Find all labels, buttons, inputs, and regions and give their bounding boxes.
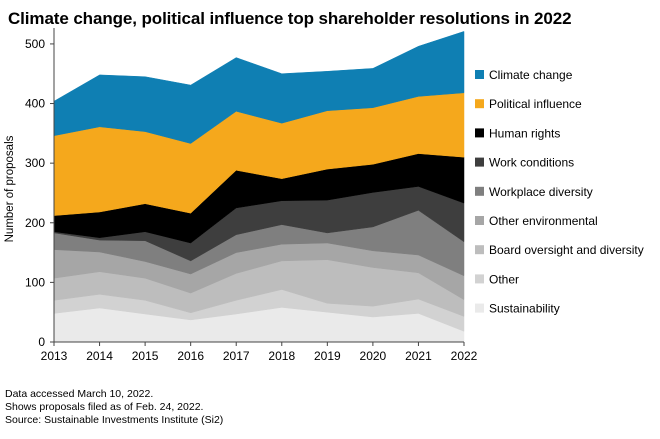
legend-label-other: Other xyxy=(489,272,519,286)
legend-label-political-influence: Political influence xyxy=(489,97,582,111)
legend-swatch-board-oversight-and-diversity xyxy=(475,245,484,255)
legend-swatch-human-rights xyxy=(475,128,484,138)
y-tick-label: 200 xyxy=(25,216,45,230)
footnote-source: Source: Sustainable Investments Institut… xyxy=(5,414,224,426)
legend-swatch-other-environmental xyxy=(475,216,484,225)
x-tick-label: 2017 xyxy=(223,349,250,363)
y-axis-ticks: 0 100 200 300 400 500 xyxy=(25,37,54,349)
x-tick-label: 2021 xyxy=(405,349,432,363)
series-areas xyxy=(53,31,465,343)
x-tick-label: 2018 xyxy=(268,349,295,363)
x-tick-label: 2013 xyxy=(41,349,68,363)
legend-swatch-work-conditions xyxy=(475,157,484,167)
legend-swatch-other xyxy=(475,274,484,284)
legend-swatch-sustainability xyxy=(475,303,484,313)
y-tick-label: 400 xyxy=(25,97,45,111)
legend-label-board-oversight-and-diversity: Board oversight and diversity xyxy=(489,243,644,257)
area-climate-change xyxy=(53,31,465,144)
x-axis-ticks: 2013 2014 2015 2016 2017 2018 2019 2020 2021 2022 xyxy=(41,342,478,363)
chart-title: Climate change, political influence top … xyxy=(8,9,572,28)
legend-swatch-political-influence xyxy=(475,99,484,109)
x-tick-label: 2020 xyxy=(360,349,387,363)
footnotes: Data accessed March 10, 2022. Shows prop… xyxy=(5,388,223,427)
legend-swatch-climate-change xyxy=(475,70,484,79)
footnote-accessed: Data accessed March 10, 2022. xyxy=(5,388,154,400)
y-axis-label: Number of proposals xyxy=(4,135,16,242)
x-tick-label: 2014 xyxy=(86,349,113,363)
footnote-filed: Shows proposals filed as of Feb. 24, 202… xyxy=(5,401,204,413)
x-tick-label: 2016 xyxy=(177,349,204,363)
x-tick-label: 2015 xyxy=(132,349,159,363)
y-tick-label: 300 xyxy=(25,156,45,170)
legend-label-sustainability: Sustainability xyxy=(489,302,560,316)
legend-label-other-environmental: Other environmental xyxy=(489,214,598,228)
legend-label-workplace-diversity: Workplace diversity xyxy=(489,185,593,199)
y-tick-label: 0 xyxy=(38,335,45,349)
legend-label-climate-change: Climate change xyxy=(489,68,573,82)
x-tick-label: 2022 xyxy=(451,349,478,363)
y-tick-label: 500 xyxy=(25,37,45,51)
x-tick-label: 2019 xyxy=(314,349,341,363)
y-tick-label: 100 xyxy=(25,275,45,289)
legend-swatch-workplace-diversity xyxy=(475,186,484,196)
legend-label-work-conditions: Work conditions xyxy=(489,156,574,170)
legend: Climate change Political influence Human r… xyxy=(475,68,644,316)
legend-label-human-rights: Human rights xyxy=(489,126,560,140)
